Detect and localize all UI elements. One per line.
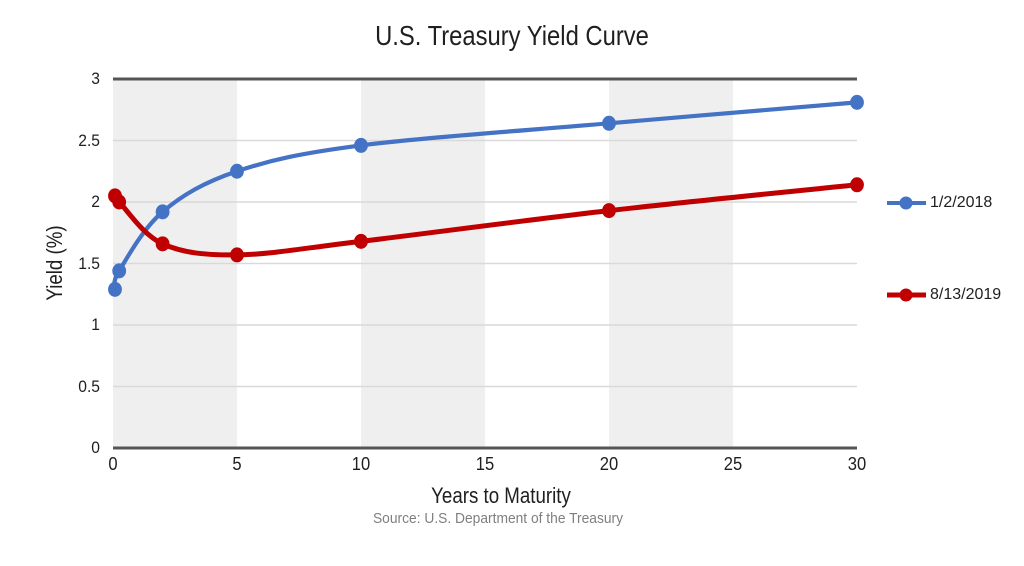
data-point-marker bbox=[850, 177, 864, 193]
legend-label: 8/13/2019 bbox=[930, 286, 1002, 303]
y-tick-label: 1 bbox=[91, 315, 100, 334]
data-point-marker bbox=[108, 281, 122, 297]
data-point-marker bbox=[230, 247, 244, 263]
data-point-marker bbox=[112, 194, 127, 210]
data-point-marker bbox=[155, 236, 170, 252]
legend-label: 1/2/2018 bbox=[930, 194, 993, 211]
series-line-1 bbox=[111, 182, 860, 258]
y-tick-label: 0 bbox=[91, 438, 100, 457]
legend-item-2019: 8/13/2019 bbox=[886, 282, 1001, 308]
y-tick-label: 1.5 bbox=[78, 253, 100, 273]
x-tick-label: 5 bbox=[232, 454, 242, 474]
x-tick-label: 10 bbox=[351, 454, 371, 474]
legend-line-marker-icon bbox=[887, 288, 926, 302]
x-axis-title: Years to Maturity bbox=[431, 483, 571, 508]
legend-item-2018: 1/2/2018 bbox=[886, 190, 992, 216]
data-point-marker bbox=[155, 204, 170, 220]
source-note: Source: U.S. Department of the Treasury bbox=[372, 510, 624, 527]
data-point-marker bbox=[112, 263, 127, 279]
y-tick-label: 2.5 bbox=[78, 130, 100, 150]
y-tick-label: 3 bbox=[91, 69, 100, 88]
x-tick-label: 25 bbox=[723, 454, 743, 474]
data-point-marker bbox=[230, 163, 244, 179]
x-tick-label: 15 bbox=[475, 454, 495, 474]
x-tick-label: 0 bbox=[108, 454, 118, 474]
series-line-0 bbox=[112, 100, 860, 292]
data-point-marker bbox=[850, 94, 864, 110]
y-tick-label: 2 bbox=[91, 192, 100, 211]
data-point-marker bbox=[602, 203, 616, 219]
x-tick-label: 20 bbox=[599, 454, 619, 474]
y-tick-label: 0.5 bbox=[78, 376, 100, 396]
data-point-marker bbox=[354, 137, 368, 153]
data-point-marker bbox=[354, 233, 368, 249]
data-point-marker bbox=[602, 115, 616, 131]
x-tick-label: 30 bbox=[847, 454, 867, 474]
chart-title: U.S. Treasury Yield Curve bbox=[375, 20, 649, 51]
legend-line-marker-icon bbox=[887, 196, 926, 210]
